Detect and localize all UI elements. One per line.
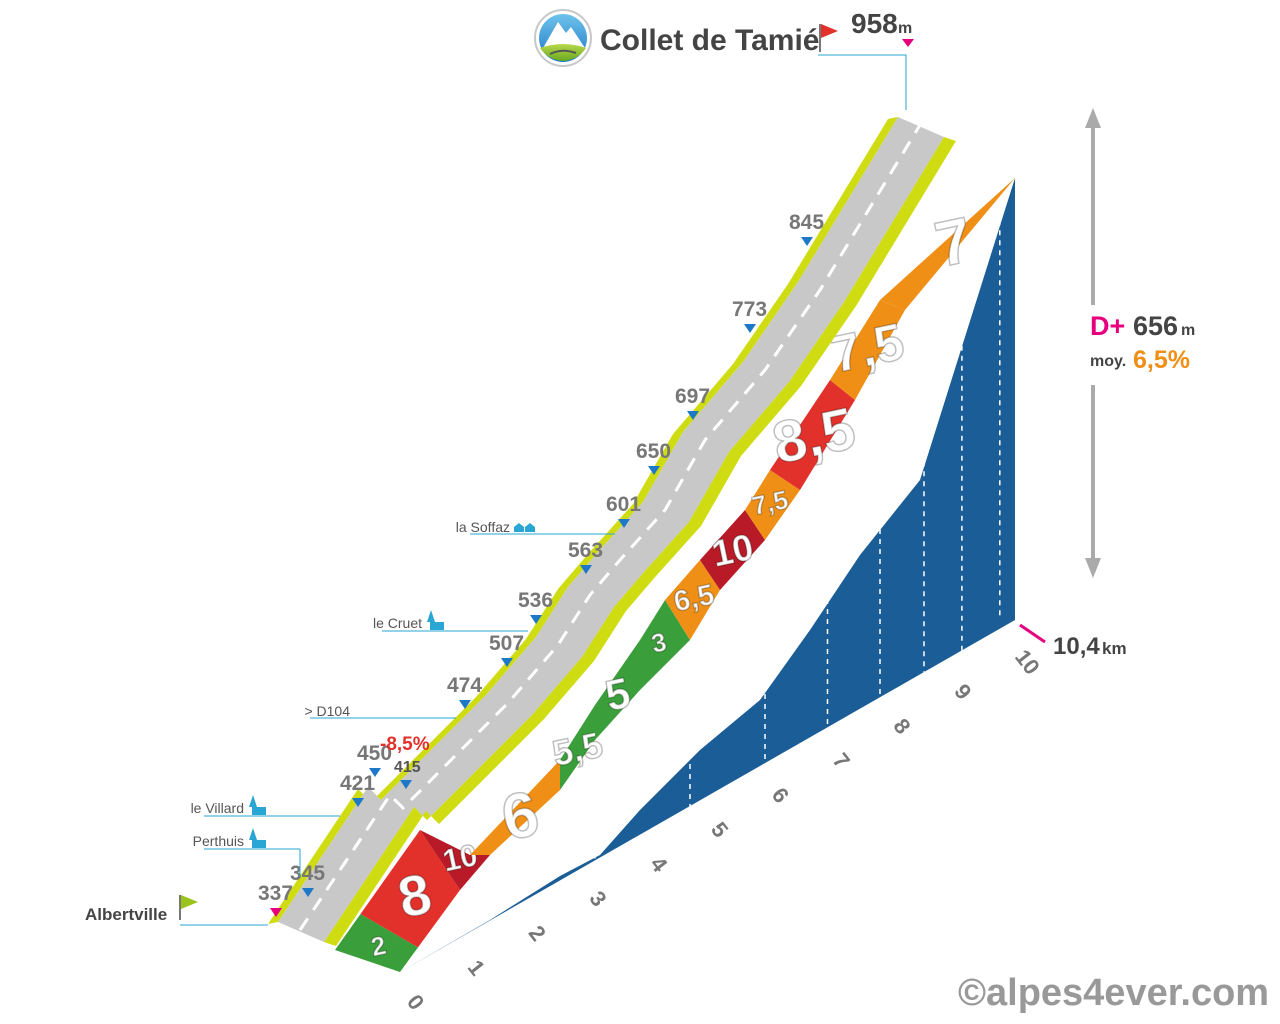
descent-note: -8,5% xyxy=(380,734,430,755)
altitude-label: 421 xyxy=(340,772,375,795)
height-arrow xyxy=(1085,108,1101,578)
altitude-label: 650 xyxy=(636,440,671,463)
gradient-segment xyxy=(470,760,560,855)
header: Collet de Tamié 958 m xyxy=(534,8,914,110)
gradient-segment xyxy=(830,300,905,400)
km-tick-label: 3 xyxy=(584,886,611,911)
km-tick-label: 9 xyxy=(949,679,976,704)
road-verge-right xyxy=(324,137,956,946)
gain-value: 656 xyxy=(1133,311,1178,341)
church-icon xyxy=(249,795,266,815)
profile-wall xyxy=(400,178,1015,972)
altitude-marker-icon xyxy=(352,798,364,807)
altitude-marker-icon xyxy=(530,615,542,624)
avg-value: 6,5% xyxy=(1133,346,1190,374)
gradient-segment xyxy=(595,640,640,740)
altitude-marker-icon xyxy=(580,565,592,574)
altitude-label: 507 xyxy=(489,632,524,655)
km-tick-label: 1 xyxy=(463,955,490,980)
gradient-label: 10 xyxy=(440,837,481,878)
km-tick-label: 4 xyxy=(645,852,673,878)
summit-marker-icon xyxy=(902,39,914,47)
altitude-markers: 3373454214504154745075365636016506977738… xyxy=(258,211,824,917)
altitude-label: 845 xyxy=(789,211,824,234)
summit-altitude: 958 xyxy=(851,8,898,39)
gradient-label: 2 xyxy=(368,930,388,962)
altitude-marker-icon xyxy=(687,411,699,420)
altitude-label: 415 xyxy=(394,759,421,776)
place-name: > D104 xyxy=(304,703,350,719)
place-name: le Villard xyxy=(191,800,244,816)
km-tick-label: 2 xyxy=(524,921,551,946)
altitude-label: 563 xyxy=(568,539,603,562)
altitude-label: 601 xyxy=(606,493,641,516)
altitude-marker-icon xyxy=(270,908,282,917)
gradient-segment xyxy=(640,600,690,690)
gradient-label: 10 xyxy=(708,526,757,575)
mountain-logo-icon xyxy=(534,9,592,67)
altitude-label: 337 xyxy=(258,882,293,905)
gradient-segment xyxy=(560,705,595,790)
km-drop-lines xyxy=(459,200,1001,928)
gradient-segment xyxy=(745,470,800,540)
road-surface xyxy=(278,117,944,942)
place-name: la Soffaz xyxy=(456,519,510,535)
distance-value: 10,4 xyxy=(1053,633,1100,660)
start-label: Albertville xyxy=(85,895,268,926)
summit-leader-line xyxy=(818,54,907,110)
altitude-label: 773 xyxy=(732,298,767,321)
houses-icon xyxy=(514,523,535,532)
km-tick-label: 7 xyxy=(828,748,855,773)
gradient-label: 3 xyxy=(649,626,669,658)
green-flag-icon xyxy=(179,895,198,920)
altitude-label: 345 xyxy=(290,862,325,885)
church-icon xyxy=(427,610,444,630)
start-town: Albertville xyxy=(85,905,167,924)
gradient-segment xyxy=(665,560,720,640)
gradient-segment xyxy=(360,830,460,948)
altitude-marker-icon xyxy=(400,780,412,789)
km-tick-label: 8 xyxy=(888,714,915,739)
gain-label: D+ xyxy=(1090,311,1125,341)
km-tick-label: 10 xyxy=(1010,645,1045,680)
place-name: le Cruet xyxy=(373,615,422,631)
gradient-segment xyxy=(700,510,765,590)
summit-unit: m xyxy=(898,20,912,37)
altitude-label: 450 xyxy=(357,742,392,765)
km-tick-label: 0 xyxy=(402,990,429,1015)
km-tick-label: 5 xyxy=(706,817,733,842)
gradient-label: 7,5 xyxy=(749,484,791,521)
church-icon xyxy=(249,828,266,848)
gradient-label: 8,5 xyxy=(767,395,861,477)
road xyxy=(268,117,956,946)
altitude-marker-icon xyxy=(459,700,471,709)
place-labels: le Villard Perthuis > D104 le Cruet la Soffa… xyxy=(191,519,615,877)
altitude-marker-icon xyxy=(618,519,630,528)
gradient-label: 6,5 xyxy=(671,579,717,619)
pass-name: Collet de Tamié xyxy=(600,24,820,57)
altitude-label: 697 xyxy=(675,385,710,408)
altitude-marker-icon xyxy=(648,466,660,475)
distance-unit: km xyxy=(1102,639,1127,658)
altitude-marker-icon xyxy=(801,237,813,246)
red-flag-icon xyxy=(819,24,838,52)
road-centerline xyxy=(298,124,922,931)
gradient-segment xyxy=(335,914,418,972)
gain-unit: m xyxy=(1181,322,1195,339)
altitude-marker-icon xyxy=(302,888,314,897)
watermark: ©alpes4ever.com xyxy=(958,972,1269,1014)
gradient-segment xyxy=(420,830,490,890)
altitude-marker-icon xyxy=(501,658,513,667)
altitude-marker-icon xyxy=(369,768,381,777)
place-name: Perthuis xyxy=(193,833,244,849)
avg-label: moy. xyxy=(1090,353,1126,370)
gradient-segment xyxy=(880,178,1015,310)
stats: D+ 656 m moy. 6,5% 10,4 km xyxy=(1019,311,1195,660)
km-tick-label: 6 xyxy=(767,783,794,808)
gradient-segment xyxy=(770,380,855,490)
altitude-label: 536 xyxy=(518,589,553,612)
altitude-marker-icon xyxy=(744,324,756,333)
altitude-label: 474 xyxy=(447,674,482,697)
